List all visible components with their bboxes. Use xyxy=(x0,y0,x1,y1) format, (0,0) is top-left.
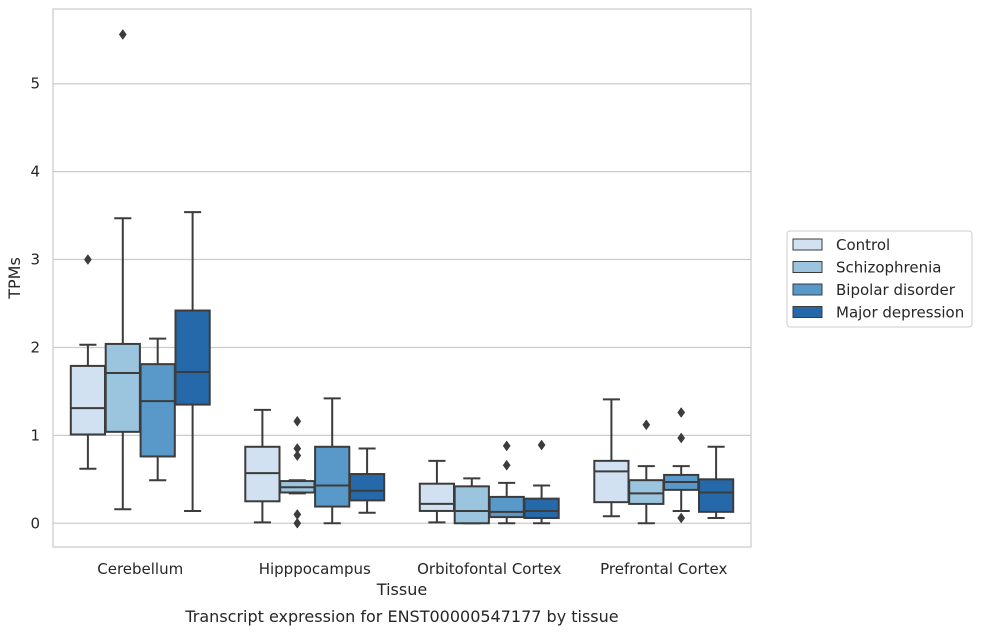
outlier-point xyxy=(293,415,302,427)
outlier-point xyxy=(502,459,511,471)
box-group xyxy=(523,439,560,525)
x-tick-label: Prefrontal Cortex xyxy=(600,560,727,578)
outlier-point xyxy=(677,432,686,444)
y-axis-ticks: 0 1 2 3 4 5 xyxy=(30,75,40,533)
box-group xyxy=(104,29,141,511)
box-series xyxy=(69,29,735,529)
box-group xyxy=(69,254,107,470)
outlier-point xyxy=(118,29,127,40)
legend-label: Control xyxy=(836,236,890,254)
box xyxy=(348,473,386,502)
box xyxy=(69,364,107,436)
x-axis-title: Tissue xyxy=(376,580,427,599)
legend-label: Major depression xyxy=(836,304,964,322)
box-group xyxy=(488,440,525,525)
box-group xyxy=(593,398,630,518)
box xyxy=(523,497,560,519)
outlier-point xyxy=(642,419,651,431)
legend: Control Schizophrenia Bipolar disorder Majo… xyxy=(786,230,973,328)
box xyxy=(174,309,211,406)
box-group xyxy=(279,415,316,529)
box xyxy=(628,479,665,505)
box-group xyxy=(244,408,281,524)
legend-label: Schizophrenia xyxy=(836,259,941,277)
outlier-point xyxy=(293,517,302,529)
chart-caption: Transcript expression for ENST0000054717… xyxy=(184,607,618,626)
box xyxy=(488,495,525,519)
y-tick-label: 4 xyxy=(30,163,40,181)
x-tick-label: Orbitofontal Cortex xyxy=(417,560,561,578)
legend-swatch xyxy=(792,283,823,296)
y-tick-label: 3 xyxy=(30,251,40,269)
y-tick-label: 2 xyxy=(30,338,40,356)
y-tick-label: 0 xyxy=(30,514,40,532)
box-group xyxy=(628,419,665,525)
box-group xyxy=(348,447,386,514)
outlier-point xyxy=(83,254,92,265)
box-group xyxy=(139,337,176,482)
y-tick-label: 5 xyxy=(30,75,40,93)
outlier-point xyxy=(677,512,686,524)
outlier-point xyxy=(502,440,511,452)
legend-swatch xyxy=(792,261,823,273)
outlier-point xyxy=(537,439,546,451)
box-group xyxy=(174,211,211,512)
outlier-point xyxy=(293,450,302,462)
box xyxy=(697,478,735,513)
box xyxy=(453,485,490,525)
box-group xyxy=(697,445,735,519)
box-group xyxy=(663,407,700,524)
legend-swatch xyxy=(792,306,823,318)
box xyxy=(314,445,351,508)
legend-swatch xyxy=(792,238,823,251)
box xyxy=(104,342,141,433)
x-tick-label: Hipppocampus xyxy=(259,560,371,578)
legend-label: Bipolar disorder xyxy=(836,281,956,299)
box xyxy=(593,459,630,504)
x-tick-label: Cerebellum xyxy=(97,560,183,578)
outlier-point xyxy=(677,407,686,418)
y-tick-label: 1 xyxy=(30,426,40,444)
x-axis-ticks: Cerebellum Hipppocampus Orbitofontal Corte… xyxy=(97,560,727,578)
box xyxy=(139,363,176,458)
y-axis-title: TPMs xyxy=(5,257,24,300)
box-group xyxy=(453,477,490,525)
legend-frame xyxy=(786,230,973,328)
box xyxy=(418,482,456,512)
